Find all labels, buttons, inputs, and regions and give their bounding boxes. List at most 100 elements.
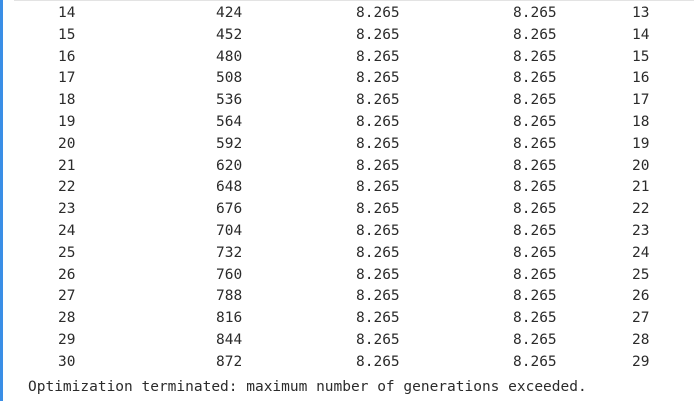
stall-gen-cell: 29 [632,353,650,370]
stall-gen-cell: 18 [632,113,650,130]
best-f-cell: 8.265 [356,353,400,370]
table-row: 26 760 8.265 8.265 25 [0,265,694,287]
table-row: 24 704 8.265 8.265 23 [0,221,694,243]
f-count-cell: 564 [216,113,243,130]
generation-cell: 14 [58,5,76,21]
cell-focus-bar [0,0,3,401]
table-row: 28 816 8.265 8.265 27 [0,308,694,330]
stall-gen-cell: 19 [632,135,650,152]
table-row: 15 452 8.265 8.265 14 [0,25,694,47]
generation-cell: 19 [58,113,76,130]
mean-f-cell: 8.265 [513,266,557,283]
mean-f-cell: 8.265 [513,310,557,327]
stall-gen-cell: 22 [632,201,650,218]
best-f-cell: 8.265 [356,70,400,87]
mean-f-cell: 8.265 [513,353,557,370]
generation-cell: 28 [58,310,76,327]
best-f-cell: 8.265 [356,222,400,239]
table-row: 21 620 8.265 8.265 20 [0,156,694,178]
generation-cell: 25 [58,244,76,261]
f-count-cell: 592 [216,135,243,152]
generation-cell: 21 [58,157,76,174]
f-count-cell: 536 [216,92,243,109]
stall-gen-cell: 16 [632,70,650,87]
mean-f-cell: 8.265 [513,222,557,239]
generation-cell: 29 [58,331,76,348]
mean-f-cell: 8.265 [513,179,557,196]
mean-f-cell: 8.265 [513,288,557,305]
stall-gen-cell: 14 [632,26,650,43]
f-count-cell: 452 [216,26,243,43]
f-count-cell: 760 [216,266,243,283]
f-count-cell: 844 [216,331,243,348]
f-count-cell: 676 [216,201,243,218]
table-row: 19 564 8.265 8.265 18 [0,112,694,134]
best-f-cell: 8.265 [356,135,400,152]
termination-message: Optimization terminated: maximum number … [28,379,587,395]
best-f-cell: 8.265 [356,92,400,109]
f-count-cell: 704 [216,222,243,239]
best-f-cell: 8.265 [356,5,400,21]
mean-f-cell: 8.265 [513,331,557,348]
best-f-cell: 8.265 [356,244,400,261]
stall-gen-cell: 21 [632,179,650,196]
table-row: 23 676 8.265 8.265 22 [0,199,694,221]
table-row: 14 424 8.265 8.265 13 [0,3,694,25]
best-f-cell: 8.265 [356,48,400,65]
f-count-cell: 788 [216,288,243,305]
f-count-cell: 816 [216,310,243,327]
mean-f-cell: 8.265 [513,26,557,43]
best-f-cell: 8.265 [356,26,400,43]
mean-f-cell: 8.265 [513,5,557,21]
f-count-cell: 872 [216,353,243,370]
mean-f-cell: 8.265 [513,157,557,174]
best-f-cell: 8.265 [356,113,400,130]
table-row: 16 480 8.265 8.265 15 [0,47,694,69]
generation-cell: 20 [58,135,76,152]
f-count-cell: 732 [216,244,243,261]
best-f-cell: 8.265 [356,310,400,327]
best-f-cell: 8.265 [356,179,400,196]
generation-cell: 16 [58,48,76,65]
generation-cell: 17 [58,70,76,87]
generation-cell: 18 [58,92,76,109]
stall-gen-cell: 15 [632,48,650,65]
table-row: 20 592 8.265 8.265 19 [0,134,694,156]
f-count-cell: 508 [216,70,243,87]
table-row: 30 872 8.265 8.265 29 [0,352,694,374]
generation-cell: 24 [58,222,76,239]
table-row: 27 788 8.265 8.265 26 [0,286,694,308]
f-count-cell: 648 [216,179,243,196]
stall-gen-cell: 23 [632,222,650,239]
mean-f-cell: 8.265 [513,92,557,109]
mean-f-cell: 8.265 [513,135,557,152]
generation-cell: 27 [58,288,76,305]
generation-cell: 23 [58,201,76,218]
generation-cell: 15 [58,26,76,43]
generation-cell: 30 [58,353,76,370]
generation-cell: 22 [58,179,76,196]
f-count-cell: 480 [216,48,243,65]
generation-cell: 26 [58,266,76,283]
stall-gen-cell: 28 [632,331,650,348]
output-top-divider [14,0,694,1]
cell-output-table: 14 424 8.265 8.265 13 15 452 8.265 8.265 14 16 480 8… [0,3,694,374]
mean-f-cell: 8.265 [513,244,557,261]
stall-gen-cell: 27 [632,310,650,327]
best-f-cell: 8.265 [356,288,400,305]
stall-gen-cell: 20 [632,157,650,174]
table-row: 29 844 8.265 8.265 28 [0,330,694,352]
best-f-cell: 8.265 [356,201,400,218]
stall-gen-cell: 24 [632,244,650,261]
stall-gen-cell: 13 [632,5,650,21]
mean-f-cell: 8.265 [513,70,557,87]
table-row: 18 536 8.265 8.265 17 [0,90,694,112]
best-f-cell: 8.265 [356,266,400,283]
table-row: 22 648 8.265 8.265 21 [0,177,694,199]
f-count-cell: 620 [216,157,243,174]
mean-f-cell: 8.265 [513,113,557,130]
mean-f-cell: 8.265 [513,201,557,218]
mean-f-cell: 8.265 [513,48,557,65]
stall-gen-cell: 26 [632,288,650,305]
best-f-cell: 8.265 [356,157,400,174]
